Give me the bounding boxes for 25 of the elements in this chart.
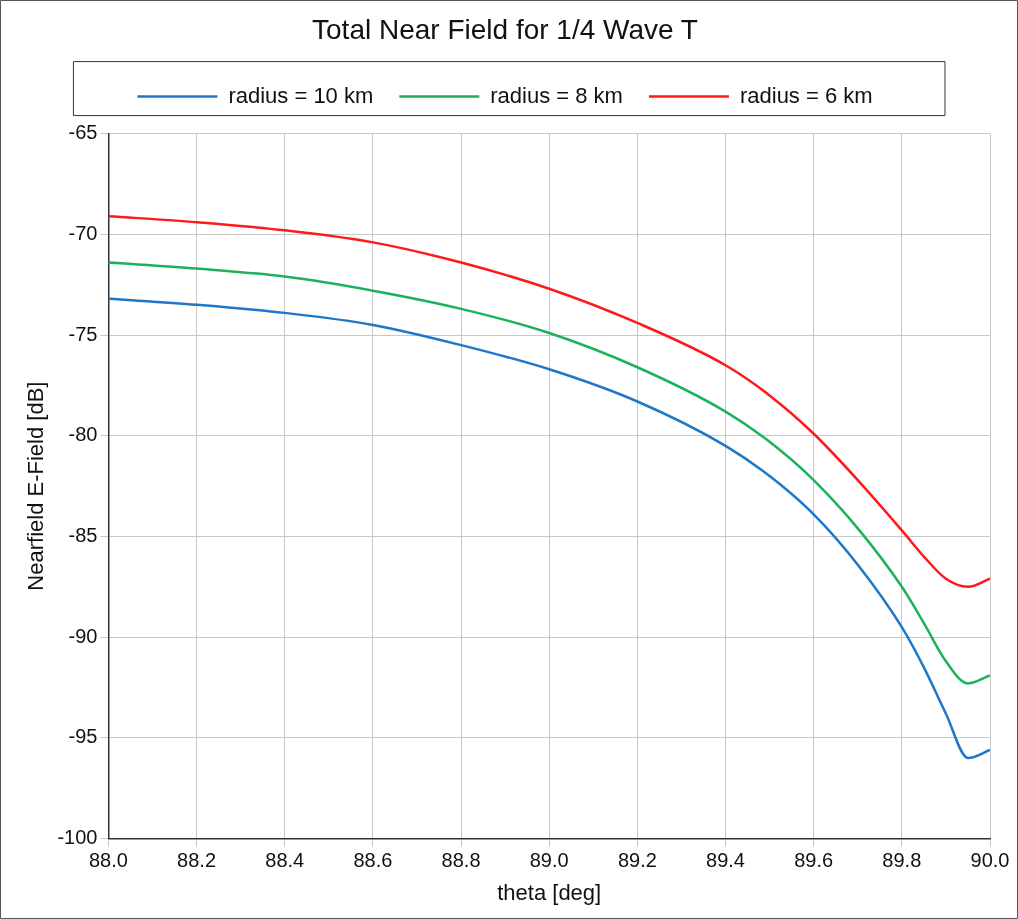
x-tick-label: 88.8	[441, 849, 481, 872]
legend-label: radius = 8 km	[490, 82, 623, 108]
y-tick-label: -85	[68, 523, 98, 546]
y-tick-label: -80	[68, 423, 98, 446]
x-tick-label: 88.2	[177, 849, 217, 872]
y-tick-label: -65	[68, 121, 98, 144]
legend-label: radius = 10 km	[228, 82, 374, 108]
y-tick-label: -75	[68, 322, 98, 345]
x-tick-label: 88.6	[353, 849, 393, 872]
x-tick-label: 89.2	[617, 849, 657, 872]
x-tick-label: 89.6	[794, 849, 834, 872]
y-tick-label: -70	[68, 221, 98, 244]
x-tick-label: 90.0	[970, 849, 1010, 872]
y-tick-label: -95	[68, 725, 98, 748]
legend-label: radius = 6 km	[739, 82, 873, 108]
x-tick-label: 88.4	[265, 849, 305, 872]
x-tick-label: 89.4	[706, 849, 745, 872]
y-tick-label: -90	[68, 624, 98, 647]
y-axis-title: Nearfield E-Field [dB]	[23, 381, 49, 591]
x-tick-label: 89.0	[529, 849, 569, 872]
x-tick-label: 89.8	[882, 849, 922, 872]
x-tick-label: 88.0	[88, 849, 128, 872]
y-tick-label: -100	[57, 826, 98, 849]
chart-title: Total Near Field for 1/4 Wave T	[312, 13, 698, 45]
x-axis-title: theta [deg]	[497, 879, 602, 905]
